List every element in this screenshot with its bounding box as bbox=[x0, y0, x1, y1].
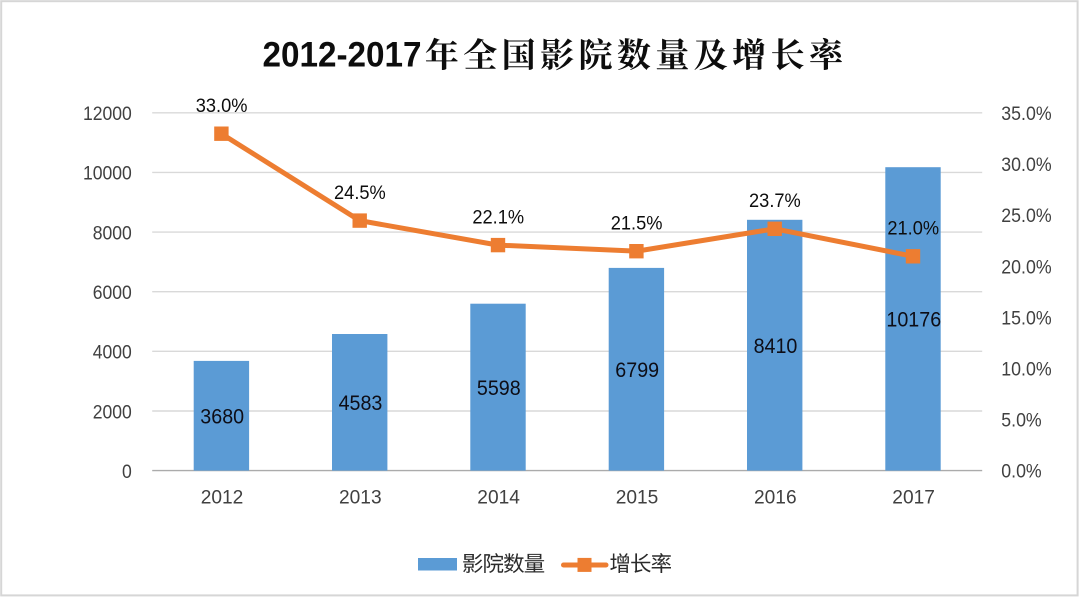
svg-text:8000: 8000 bbox=[93, 222, 132, 244]
svg-text:4583: 4583 bbox=[339, 391, 383, 415]
svg-text:5.0%: 5.0% bbox=[1001, 410, 1041, 432]
svg-text:6000: 6000 bbox=[93, 282, 132, 304]
svg-text:3680: 3680 bbox=[200, 405, 244, 429]
svg-text:2013: 2013 bbox=[339, 487, 382, 509]
svg-text:6799: 6799 bbox=[615, 358, 659, 382]
svg-text:10.0%: 10.0% bbox=[1001, 359, 1051, 381]
svg-text:25.0%: 25.0% bbox=[1001, 205, 1051, 227]
svg-text:2017: 2017 bbox=[892, 487, 935, 509]
svg-text:0: 0 bbox=[122, 461, 132, 483]
svg-text:30.0%: 30.0% bbox=[1001, 154, 1051, 176]
svg-text:2012: 2012 bbox=[201, 487, 244, 509]
svg-text:5598: 5598 bbox=[477, 376, 521, 400]
svg-text:2000: 2000 bbox=[93, 401, 132, 423]
svg-text:12000: 12000 bbox=[83, 103, 132, 125]
svg-text:35.0%: 35.0% bbox=[1001, 103, 1051, 125]
svg-text:0.0%: 0.0% bbox=[1001, 461, 1041, 483]
svg-text:24.5%: 24.5% bbox=[334, 183, 386, 204]
svg-text:4000: 4000 bbox=[93, 342, 132, 364]
svg-text:15.0%: 15.0% bbox=[1001, 307, 1051, 329]
svg-text:10176: 10176 bbox=[886, 308, 941, 332]
svg-text:20.0%: 20.0% bbox=[1001, 256, 1051, 278]
svg-text:22.1%: 22.1% bbox=[472, 207, 524, 228]
svg-text:2012-2017: 2012-2017 bbox=[263, 35, 422, 74]
svg-text:2016: 2016 bbox=[754, 487, 797, 509]
svg-text:8410: 8410 bbox=[754, 334, 798, 358]
svg-text:23.7%: 23.7% bbox=[749, 191, 801, 212]
svg-text:21.5%: 21.5% bbox=[611, 213, 663, 234]
svg-text:21.0%: 21.0% bbox=[887, 219, 939, 240]
svg-text:2015: 2015 bbox=[616, 487, 659, 509]
svg-text:33.0%: 33.0% bbox=[196, 96, 248, 117]
svg-text:2014: 2014 bbox=[477, 487, 520, 509]
svg-text:10000: 10000 bbox=[83, 163, 132, 185]
